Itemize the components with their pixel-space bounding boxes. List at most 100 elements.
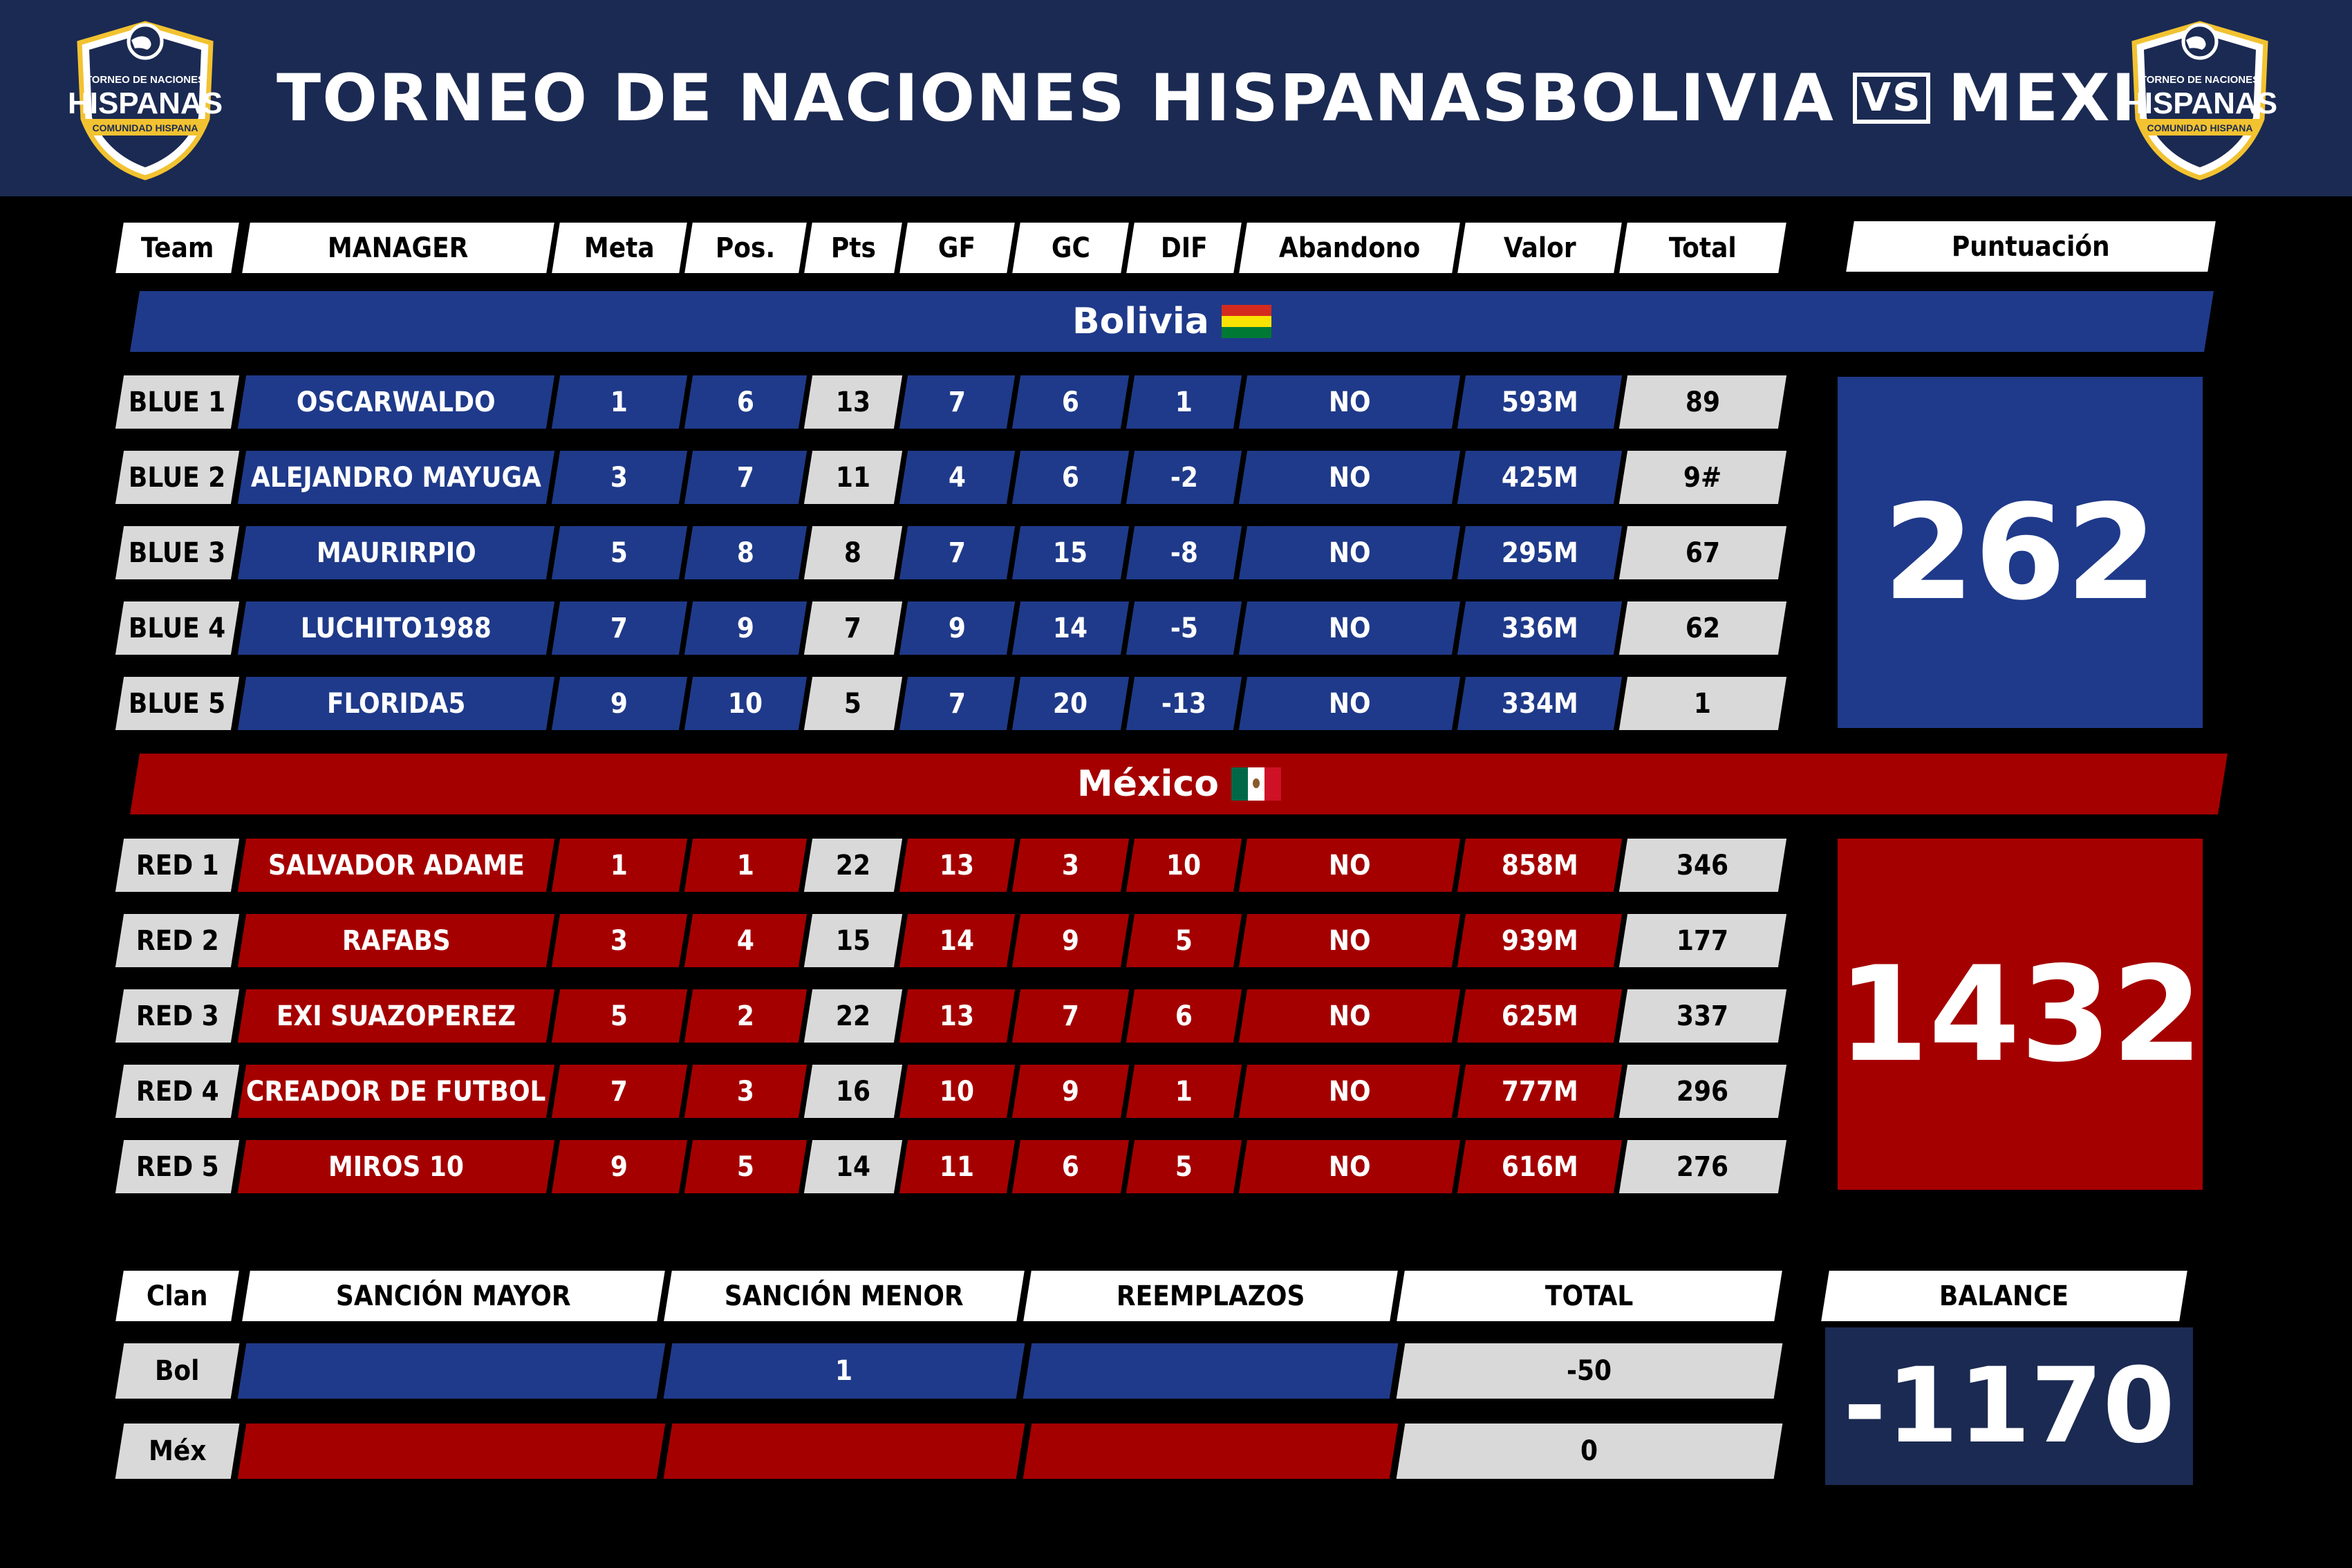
tournament-logo-left: TORNEO DE NACIONES HISPANAS COMUNIDAD HI… xyxy=(68,21,223,180)
col-header-team: Team xyxy=(115,223,239,273)
gf-value: 9 xyxy=(899,601,1016,655)
gc-value: 6 xyxy=(1011,451,1130,504)
team-label: BLUE 3 xyxy=(115,526,240,579)
dif-value: -13 xyxy=(1126,677,1242,730)
manager-name: LUCHITO1988 xyxy=(237,601,555,655)
pts-value: 5 xyxy=(803,677,903,730)
gc-value: 6 xyxy=(1011,375,1130,429)
manager-name: MAURIRPIO xyxy=(237,526,555,579)
pos-value: 2 xyxy=(684,989,808,1043)
sanction-header-mayor: SANCIÓN MAYOR xyxy=(242,1271,665,1321)
meta-value: 9 xyxy=(551,677,688,730)
pos-value: 1 xyxy=(684,839,808,892)
total-value: 177 xyxy=(1618,914,1787,967)
dif-value: -5 xyxy=(1126,601,1242,655)
team-label: BLUE 2 xyxy=(115,451,240,504)
team-a-name: BOLIVIA xyxy=(1529,60,1835,136)
gc-value: 3 xyxy=(1011,839,1130,892)
meta-value: 7 xyxy=(551,601,688,655)
col-header-valor: Valor xyxy=(1457,223,1622,273)
abandono-value: NO xyxy=(1238,677,1461,730)
pts-value: 16 xyxy=(803,1065,903,1118)
abandono-value: NO xyxy=(1238,601,1461,655)
manager-name: FLORIDA5 xyxy=(237,677,555,730)
logo-main-text: HISPANAS xyxy=(2122,86,2277,120)
pts-value: 7 xyxy=(803,601,903,655)
manager-name: ALEJANDRO MAYUGA xyxy=(237,451,555,504)
dif-value: 1 xyxy=(1126,1065,1242,1118)
col-header-pts: Pts xyxy=(804,223,902,273)
abandono-value: NO xyxy=(1238,375,1461,429)
valor-value: 593M xyxy=(1457,375,1623,429)
logo-ribbon-text: COMUNIDAD HISPANA xyxy=(2147,122,2253,133)
col-header-gf: GF xyxy=(899,223,1015,273)
abandono-value: NO xyxy=(1238,1065,1461,1118)
total-value: 89 xyxy=(1618,375,1787,429)
pts-value: 11 xyxy=(803,451,903,504)
dif-value: 6 xyxy=(1126,989,1242,1043)
pos-value: 8 xyxy=(684,526,808,579)
gf-value: 7 xyxy=(899,677,1016,730)
pts-value: 22 xyxy=(803,989,903,1043)
valor-value: 336M xyxy=(1457,601,1623,655)
pos-value: 6 xyxy=(684,375,808,429)
valor-value: 425M xyxy=(1457,451,1623,504)
valor-value: 939M xyxy=(1457,914,1623,967)
tournament-logo-right: TORNEO DE NACIONES HISPANAS COMUNIDAD HI… xyxy=(2122,21,2277,180)
col-header-pos: Pos. xyxy=(684,223,807,273)
col-header-dif: DIF xyxy=(1126,223,1242,273)
meta-value: 3 xyxy=(551,914,688,967)
col-header-gc: GC xyxy=(1012,223,1129,273)
gf-value: 11 xyxy=(899,1140,1016,1193)
pts-value: 14 xyxy=(803,1140,903,1193)
logo-top-text: TORNEO DE NACIONES xyxy=(86,74,205,86)
abandono-value: NO xyxy=(1238,1140,1461,1193)
gf-value: 13 xyxy=(899,839,1016,892)
reemplazos-value xyxy=(1023,1343,1399,1399)
abandono-value: NO xyxy=(1238,451,1461,504)
gc-value: 15 xyxy=(1011,526,1130,579)
team-label: RED 3 xyxy=(115,989,240,1043)
pos-value: 4 xyxy=(684,914,808,967)
sanction-total-value: 0 xyxy=(1396,1424,1783,1479)
page-title: TORNEO DE NACIONES HISPANAS BOLIVIA VS M… xyxy=(277,0,2241,196)
logo-top-text: TORNEO DE NACIONES xyxy=(2140,74,2259,86)
valor-value: 858M xyxy=(1457,839,1623,892)
valor-value: 295M xyxy=(1457,526,1623,579)
valor-value: 625M xyxy=(1457,989,1623,1043)
valor-value: 777M xyxy=(1457,1065,1623,1118)
logo-ribbon-text: COMUNIDAD HISPANA xyxy=(93,122,198,133)
bolivia-banner: Bolivia xyxy=(130,291,2214,352)
score-header: Puntuación xyxy=(1846,221,2216,272)
pos-value: 5 xyxy=(684,1140,808,1193)
pos-value: 7 xyxy=(684,451,808,504)
sanction-header-clan: Clan xyxy=(115,1271,239,1321)
gf-value: 14 xyxy=(899,914,1016,967)
total-value: 9# xyxy=(1618,451,1787,504)
manager-name: EXI SUAZOPEREZ xyxy=(237,989,555,1043)
logo-main-text: HISPANAS xyxy=(68,86,223,120)
manager-name: CREADOR DE FUTBOL xyxy=(237,1065,555,1118)
pos-value: 9 xyxy=(684,601,808,655)
dif-value: -2 xyxy=(1126,451,1242,504)
mexico-banner: México xyxy=(130,754,2228,814)
abandono-value: NO xyxy=(1238,526,1461,579)
mexico-score: 1432 xyxy=(1838,839,2203,1190)
mexico-flag-icon xyxy=(1231,767,1281,801)
manager-name: OSCARWALDO xyxy=(237,375,555,429)
manager-name: RAFABS xyxy=(237,914,555,967)
col-header-meta: Meta xyxy=(552,223,687,273)
meta-value: 9 xyxy=(551,1140,688,1193)
team-label: RED 4 xyxy=(115,1065,240,1118)
dif-value: -8 xyxy=(1126,526,1242,579)
gc-value: 9 xyxy=(1011,1065,1130,1118)
meta-value: 5 xyxy=(551,989,688,1043)
team-label: BLUE 5 xyxy=(115,677,240,730)
team-label: BLUE 1 xyxy=(115,375,240,429)
sanction-header-total: TOTAL xyxy=(1397,1271,1782,1321)
team-label: RED 1 xyxy=(115,839,240,892)
pos-value: 3 xyxy=(684,1065,808,1118)
sanction-header-reemplazos: REEMPLAZOS xyxy=(1023,1271,1398,1321)
pts-value: 22 xyxy=(803,839,903,892)
